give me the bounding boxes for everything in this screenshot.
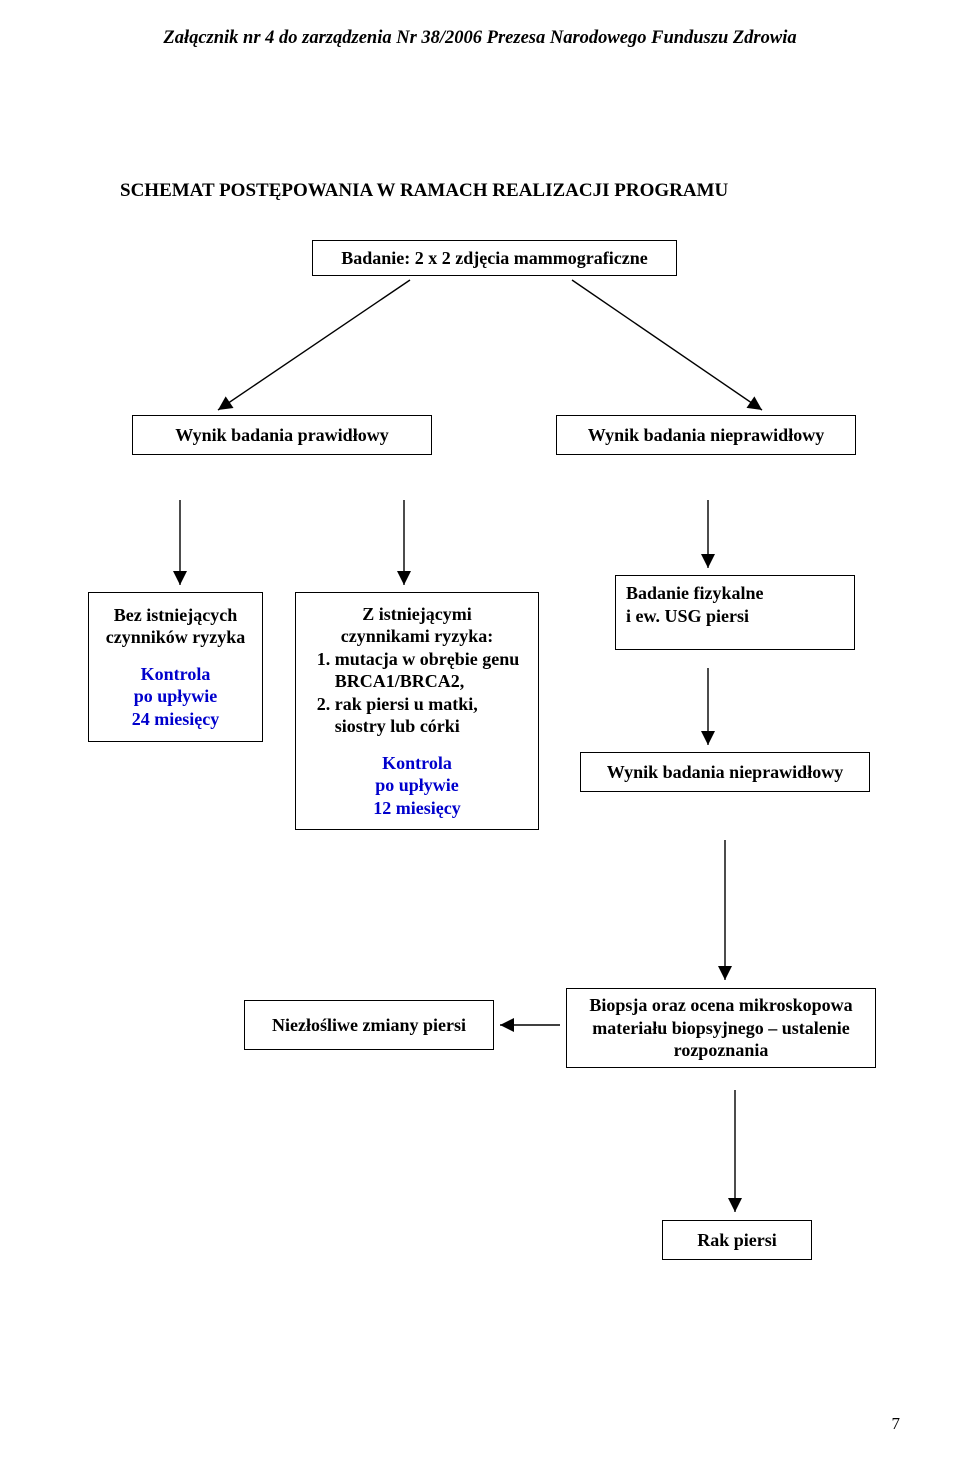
node-line: czynnikami ryzyka: xyxy=(306,625,528,648)
node-blue-line: 12 miesięcy xyxy=(306,797,528,820)
page-number: 7 xyxy=(892,1414,901,1434)
node-text: Wynik badania prawidłowy xyxy=(175,424,388,447)
node-text: Rak piersi xyxy=(697,1229,777,1252)
node-line: Biopsja oraz ocena mikroskopowa xyxy=(577,994,865,1017)
document-header: Załącznik nr 4 do zarządzenia Nr 38/2006… xyxy=(0,28,960,49)
node-line: i ew. USG piersi xyxy=(626,605,844,628)
node-blue-line: po upływie xyxy=(99,685,252,708)
node-blue-line: po upływie xyxy=(306,774,528,797)
node-list-item: mutacja w obrębie genu BRCA1/BRCA2, xyxy=(335,648,528,693)
node-badanie-fizykalne: Badanie fizykalne i ew. USG piersi xyxy=(615,575,855,650)
node-blue-line: Kontrola xyxy=(99,663,252,686)
node-bez-czynnikow: Bez istniejących czynników ryzyka Kontro… xyxy=(88,592,263,742)
node-wynik-nieprawidlowy: Wynik badania nieprawidłowy xyxy=(556,415,856,455)
node-blue-line: Kontrola xyxy=(306,752,528,775)
node-line: materiału biopsyjnego – ustalenie xyxy=(577,1017,865,1040)
node-wynik-nieprawidlowy-2: Wynik badania nieprawidłowy xyxy=(580,752,870,792)
node-line: Badanie fizykalne xyxy=(626,582,844,605)
node-niezlosliwe: Niezłośliwe zmiany piersi xyxy=(244,1000,494,1050)
node-rak: Rak piersi xyxy=(662,1220,812,1260)
node-text: Niezłośliwe zmiany piersi xyxy=(272,1014,466,1037)
node-badanie: Badanie: 2 x 2 zdjęcia mammograficzne xyxy=(312,240,677,276)
node-text: Wynik badania nieprawidłowy xyxy=(607,761,843,784)
node-line: Bez istniejących xyxy=(99,604,252,627)
node-biopsja: Biopsja oraz ocena mikroskopowa materiał… xyxy=(566,988,876,1068)
diagram-title: SCHEMAT POSTĘPOWANIA W RAMACH REALIZACJI… xyxy=(120,180,728,202)
node-blue-line: 24 miesięcy xyxy=(99,708,252,731)
node-z-czynnikami: Z istniejącymi czynnikami ryzyka: mutacj… xyxy=(295,592,539,830)
node-text: Badanie: 2 x 2 zdjęcia mammograficzne xyxy=(341,247,647,270)
node-text: Wynik badania nieprawidłowy xyxy=(588,424,824,447)
node-line: czynników ryzyka xyxy=(99,626,252,649)
node-wynik-prawidlowy: Wynik badania prawidłowy xyxy=(132,415,432,455)
node-line: Z istniejącymi xyxy=(306,603,528,626)
node-line: rozpoznania xyxy=(577,1039,865,1062)
node-list-item: rak piersi u matki, siostry lub córki xyxy=(335,693,528,738)
